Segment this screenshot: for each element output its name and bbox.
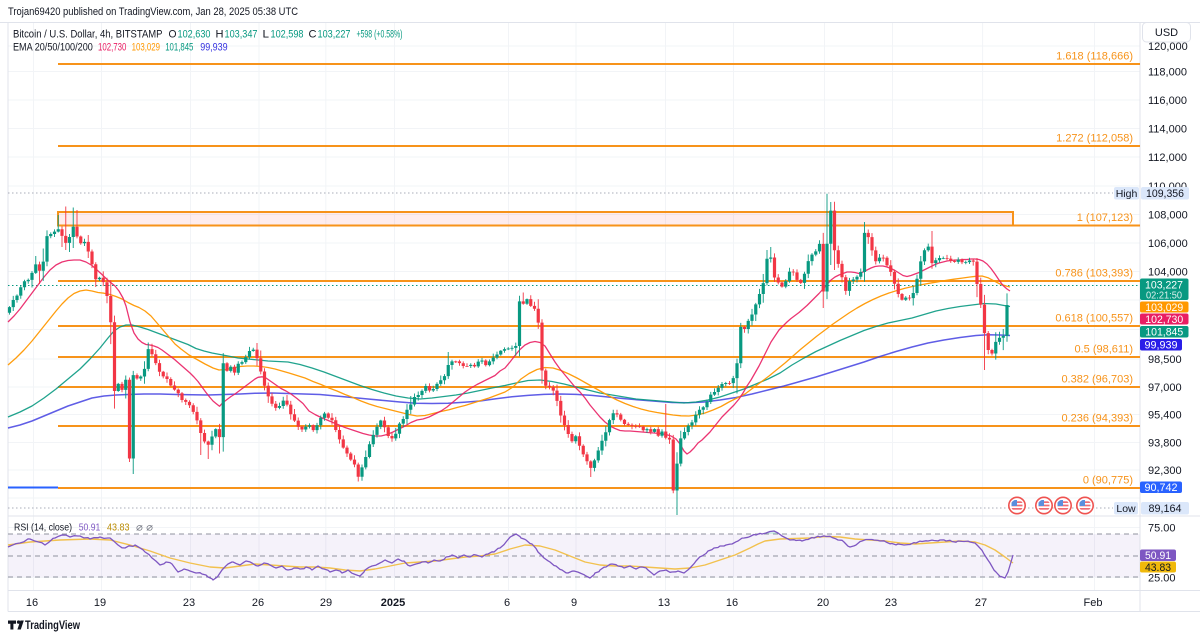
- svg-text:99,939: 99,939: [200, 42, 228, 54]
- svg-text:106,000: 106,000: [1148, 238, 1188, 250]
- svg-text:19: 19: [94, 597, 106, 609]
- svg-text:97,000: 97,000: [1148, 382, 1182, 394]
- svg-text:TradingView: TradingView: [25, 618, 81, 632]
- svg-text:93,800: 93,800: [1148, 438, 1182, 450]
- svg-text:EMA 20/50/100/200: EMA 20/50/100/200: [13, 42, 93, 54]
- svg-text:89,164: 89,164: [1149, 503, 1182, 515]
- svg-text:98,500: 98,500: [1148, 354, 1182, 366]
- svg-text:2025: 2025: [381, 597, 405, 609]
- svg-text:101,845: 101,845: [1145, 327, 1183, 339]
- svg-text:109,356: 109,356: [1146, 188, 1184, 200]
- svg-text:99,939: 99,939: [1145, 340, 1178, 352]
- svg-text:118,000: 118,000: [1148, 67, 1187, 79]
- svg-text:120,000: 120,000: [1148, 41, 1188, 53]
- svg-text:112,000: 112,000: [1148, 152, 1187, 164]
- svg-text:103,227: 103,227: [1145, 280, 1183, 292]
- svg-text:104,000: 104,000: [1148, 267, 1188, 279]
- svg-text:20: 20: [817, 597, 829, 609]
- svg-text:Bitcoin / U.S. Dollar, 4h, BIT: Bitcoin / U.S. Dollar, 4h, BITSTAMP: [13, 29, 163, 41]
- svg-text:9: 9: [571, 597, 577, 609]
- svg-text:29: 29: [320, 597, 332, 609]
- svg-text:75.00: 75.00: [1148, 523, 1176, 535]
- svg-text:H: H: [216, 29, 224, 41]
- svg-text:27: 27: [975, 597, 987, 609]
- svg-text:23: 23: [183, 597, 195, 609]
- svg-text:+598 (+0.58%): +598 (+0.58%): [357, 29, 403, 41]
- svg-text:114,000: 114,000: [1148, 124, 1187, 136]
- svg-text:103,347: 103,347: [225, 29, 258, 41]
- svg-text:USD: USD: [1155, 27, 1178, 39]
- svg-text:0.5 (98,611): 0.5 (98,611): [1074, 344, 1133, 356]
- svg-text:RSI (14, close): RSI (14, close): [14, 522, 72, 534]
- svg-text:90,742: 90,742: [1145, 482, 1178, 494]
- svg-text:103,029: 103,029: [132, 42, 160, 54]
- svg-text:Low: Low: [1116, 503, 1136, 515]
- svg-text:116,000: 116,000: [1148, 95, 1187, 107]
- svg-text:0.786 (103,393): 0.786 (103,393): [1055, 268, 1133, 280]
- svg-text:103,029: 103,029: [1145, 302, 1183, 314]
- svg-text:50.91: 50.91: [1145, 550, 1171, 562]
- svg-text:C: C: [309, 29, 317, 41]
- svg-text:13: 13: [658, 597, 670, 609]
- svg-text:6: 6: [504, 597, 510, 609]
- svg-text:1.272 (112,058): 1.272 (112,058): [1056, 133, 1133, 145]
- svg-text:0.382 (96,703): 0.382 (96,703): [1061, 374, 1133, 386]
- svg-text:0 (90,775): 0 (90,775): [1083, 475, 1133, 487]
- svg-text:Trojan69420 published on Tradi: Trojan69420 published on TradingView.com…: [8, 6, 298, 18]
- svg-text:43.83: 43.83: [107, 522, 130, 534]
- svg-text:23: 23: [885, 597, 897, 609]
- svg-text:95,400: 95,400: [1148, 410, 1182, 422]
- svg-text:108,000: 108,000: [1148, 210, 1188, 222]
- svg-text:1 (107,123): 1 (107,123): [1077, 212, 1133, 224]
- svg-text:⌀ ⌀: ⌀ ⌀: [136, 522, 154, 534]
- svg-text:43.83: 43.83: [1145, 562, 1171, 574]
- svg-text:0.236 (94,393): 0.236 (94,393): [1061, 413, 1133, 425]
- svg-text:25.00: 25.00: [1148, 573, 1176, 585]
- svg-text:0.618 (100,557): 0.618 (100,557): [1055, 313, 1133, 325]
- svg-text:High: High: [1116, 188, 1138, 200]
- svg-text:16: 16: [26, 597, 38, 609]
- svg-text:101,845: 101,845: [165, 42, 193, 54]
- svg-text:92,300: 92,300: [1148, 465, 1182, 477]
- svg-text:Feb: Feb: [1084, 597, 1103, 609]
- svg-text:26: 26: [252, 597, 264, 609]
- svg-text:L: L: [263, 29, 270, 41]
- svg-text:102,598: 102,598: [271, 29, 304, 41]
- svg-text:1.618 (118,666): 1.618 (118,666): [1056, 51, 1133, 63]
- svg-text:102,730: 102,730: [1145, 314, 1183, 326]
- svg-text:50.91: 50.91: [79, 522, 101, 534]
- svg-text:102,730: 102,730: [98, 42, 126, 54]
- svg-text:16: 16: [726, 597, 738, 609]
- svg-text:O: O: [169, 29, 177, 41]
- svg-text:102,630: 102,630: [178, 29, 211, 41]
- svg-text:103,227: 103,227: [318, 29, 351, 41]
- svg-text:02:21:50: 02:21:50: [1146, 291, 1182, 302]
